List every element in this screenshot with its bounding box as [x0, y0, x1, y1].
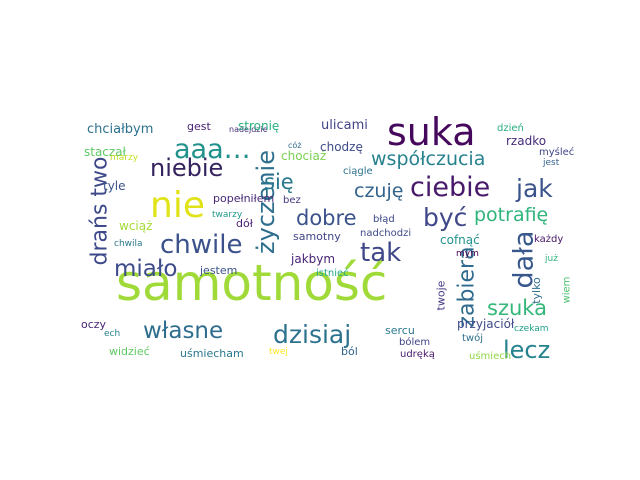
word-cofnac: cofnąć [440, 233, 480, 247]
word-kazdy: każdy [534, 234, 564, 245]
word-dol: dół [236, 217, 253, 230]
word-sie: się [264, 170, 294, 194]
word-ciagle: ciągle [343, 166, 373, 177]
word-nie: nie [150, 185, 205, 226]
word-ciebie: ciebie [410, 172, 491, 203]
word-twoje: twoje [434, 280, 448, 311]
word-tak: tak [360, 238, 402, 268]
word-ech: ech [104, 329, 121, 339]
word-aaa: aaa… [174, 134, 251, 165]
word-gest: gest [187, 120, 211, 133]
word-samotnosc: samotność [116, 254, 388, 312]
word-jakbym: jakbym [291, 252, 336, 266]
word-jak: jak [516, 174, 553, 203]
word-dzisiaj: dzisiaj [273, 320, 352, 349]
word-dzien: dzień [497, 123, 524, 134]
word-widziec: widzieć [109, 345, 150, 358]
word-staczal: staczał [84, 145, 126, 159]
word-udreka: udręką [400, 349, 435, 360]
word-marzy: marzy [110, 153, 139, 163]
word-stronie: stronię [238, 119, 280, 133]
word-dobre: dobre [296, 206, 357, 230]
word-bez: bez [283, 195, 301, 206]
word-nadejdzie: nadejdzie [229, 125, 268, 134]
word-chociaz: chociaż [281, 149, 327, 163]
word-juz: już [545, 254, 558, 264]
word-dranstwo: drańs two [87, 156, 113, 266]
word-jestem: jestem [200, 264, 238, 277]
word-tyle: tyle [103, 179, 126, 193]
word-suka: suka [387, 110, 476, 154]
word-sercu: sercu [385, 324, 415, 337]
word-chodze: chodzę [320, 140, 363, 154]
word-tylko: tylko [529, 277, 543, 304]
word-ulicami: ulicami [321, 118, 368, 133]
word-potrafie: potrafię [474, 204, 549, 226]
word-jest: jest [543, 158, 560, 168]
word-niebie: niebie [150, 154, 224, 182]
word-wiem: wiem [561, 276, 573, 304]
word-czuje: czuję [354, 180, 404, 202]
word-usmiecham: uśmiecham [180, 347, 244, 360]
word-bolem: bólem [399, 337, 431, 348]
word-rzadko: rzadko [506, 134, 547, 148]
word-istniec: istnieć [316, 268, 349, 279]
word-blad: błąd [373, 214, 395, 225]
word-popelnilem: popełniłem [213, 192, 275, 205]
word-wlasne: własne [143, 318, 224, 344]
word-lecz: lecz [503, 336, 551, 364]
word-twej: twej [269, 347, 288, 357]
word-chwile: chwile [160, 230, 243, 260]
word-chwila: chwila [114, 239, 143, 249]
word-mialo: miało [114, 256, 178, 282]
word-myslec: myśleć [539, 147, 575, 158]
word-samotny: samotny [293, 230, 341, 243]
word-wspolczucia: współczucia [371, 148, 486, 170]
word-byc: być [423, 203, 468, 232]
word-twarzy: twarzy [212, 210, 243, 220]
word-czekam: czekam [514, 324, 549, 334]
word-mym: mym [456, 249, 479, 259]
word-bol: ból [341, 345, 358, 358]
word-szuka: szuka [487, 296, 547, 320]
word-wciaz: wciąż [119, 219, 153, 233]
word-coz: cóż [288, 141, 302, 150]
word-oczy: oczy [81, 318, 107, 331]
word-nadchodzi: nadchodzi [360, 228, 412, 239]
word-chcialbym: chciałbym [87, 122, 154, 137]
word-przyjaciol: przyjaciół [457, 317, 515, 331]
word-usmiech: uśmiech [469, 351, 512, 362]
word-twoj: twój [462, 333, 483, 344]
